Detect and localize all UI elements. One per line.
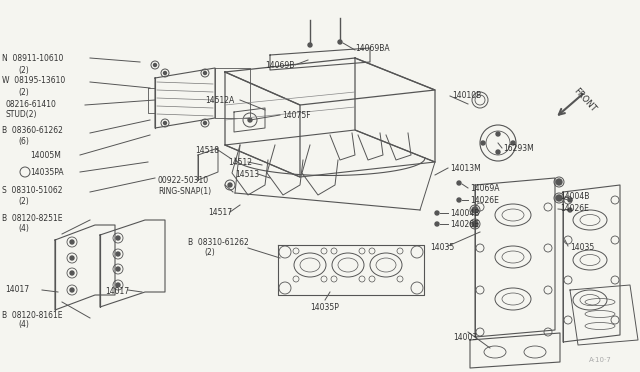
Text: (2): (2) (18, 196, 29, 205)
Text: 14035P: 14035P (310, 304, 339, 312)
Text: 14003: 14003 (453, 334, 477, 343)
Text: B  08120-8161E: B 08120-8161E (2, 311, 63, 320)
Circle shape (163, 122, 166, 125)
Circle shape (163, 71, 166, 74)
Circle shape (457, 198, 461, 202)
Circle shape (116, 267, 120, 271)
Circle shape (472, 207, 478, 213)
Text: 14026E: 14026E (470, 196, 499, 205)
Circle shape (435, 211, 439, 215)
Text: B  08360-61262: B 08360-61262 (2, 125, 63, 135)
Text: 14010B: 14010B (452, 90, 481, 99)
Text: 14035: 14035 (570, 244, 595, 253)
Text: 00922-50310: 00922-50310 (158, 176, 209, 185)
Circle shape (248, 118, 252, 122)
Text: 14069B: 14069B (265, 61, 294, 70)
Circle shape (228, 183, 232, 187)
Circle shape (204, 71, 207, 74)
Circle shape (568, 208, 572, 212)
Text: 14005M: 14005M (30, 151, 61, 160)
Text: 14517: 14517 (208, 208, 232, 217)
Circle shape (70, 256, 74, 260)
Text: 14069BA: 14069BA (355, 44, 390, 52)
Text: 14035: 14035 (430, 244, 454, 253)
Circle shape (472, 221, 478, 227)
Circle shape (556, 179, 562, 185)
Text: RING-SNAP(1): RING-SNAP(1) (158, 186, 211, 196)
Circle shape (457, 181, 461, 185)
Circle shape (70, 288, 74, 292)
Text: (4): (4) (18, 224, 29, 232)
Circle shape (116, 252, 120, 256)
Text: 14512: 14512 (228, 157, 252, 167)
Circle shape (154, 64, 157, 67)
Circle shape (116, 283, 120, 287)
Circle shape (204, 122, 207, 125)
Circle shape (70, 240, 74, 244)
Text: 14518: 14518 (195, 145, 219, 154)
Text: 14017: 14017 (105, 288, 129, 296)
Circle shape (308, 43, 312, 47)
Text: (6): (6) (18, 137, 29, 145)
Text: 14513: 14513 (235, 170, 259, 179)
Text: 14075F: 14075F (282, 110, 310, 119)
Text: STUD(2): STUD(2) (5, 109, 36, 119)
Text: 14004B: 14004B (560, 192, 589, 201)
Circle shape (116, 236, 120, 240)
Text: 14013M: 14013M (450, 164, 481, 173)
Circle shape (568, 198, 572, 202)
Circle shape (435, 222, 439, 226)
Text: A·10·7: A·10·7 (589, 357, 612, 363)
Circle shape (556, 195, 562, 201)
Text: FRONT: FRONT (572, 86, 598, 114)
Text: 14026E: 14026E (450, 219, 479, 228)
Text: 14069A: 14069A (470, 183, 499, 192)
Text: (2): (2) (18, 65, 29, 74)
Circle shape (70, 271, 74, 275)
Circle shape (496, 150, 500, 154)
Text: 08216-61410: 08216-61410 (5, 99, 56, 109)
Text: N  08911-10610: N 08911-10610 (2, 54, 63, 62)
Text: 16293M: 16293M (503, 144, 534, 153)
Text: 14017: 14017 (5, 285, 29, 295)
Text: (2): (2) (18, 87, 29, 96)
Text: S  08310-51062: S 08310-51062 (2, 186, 63, 195)
Text: B  08120-8251E: B 08120-8251E (2, 214, 63, 222)
Text: B  08310-61262: B 08310-61262 (188, 237, 249, 247)
Text: 14004B: 14004B (450, 208, 479, 218)
Text: 14035PA: 14035PA (30, 167, 63, 176)
Text: 14026E: 14026E (560, 203, 589, 212)
Text: (4): (4) (18, 321, 29, 330)
Circle shape (496, 132, 500, 136)
Circle shape (481, 141, 485, 145)
Circle shape (338, 40, 342, 44)
Text: (2): (2) (204, 248, 215, 257)
Text: W  08195-13610: W 08195-13610 (2, 76, 65, 84)
Text: 14512A: 14512A (205, 96, 234, 105)
Circle shape (511, 141, 515, 145)
